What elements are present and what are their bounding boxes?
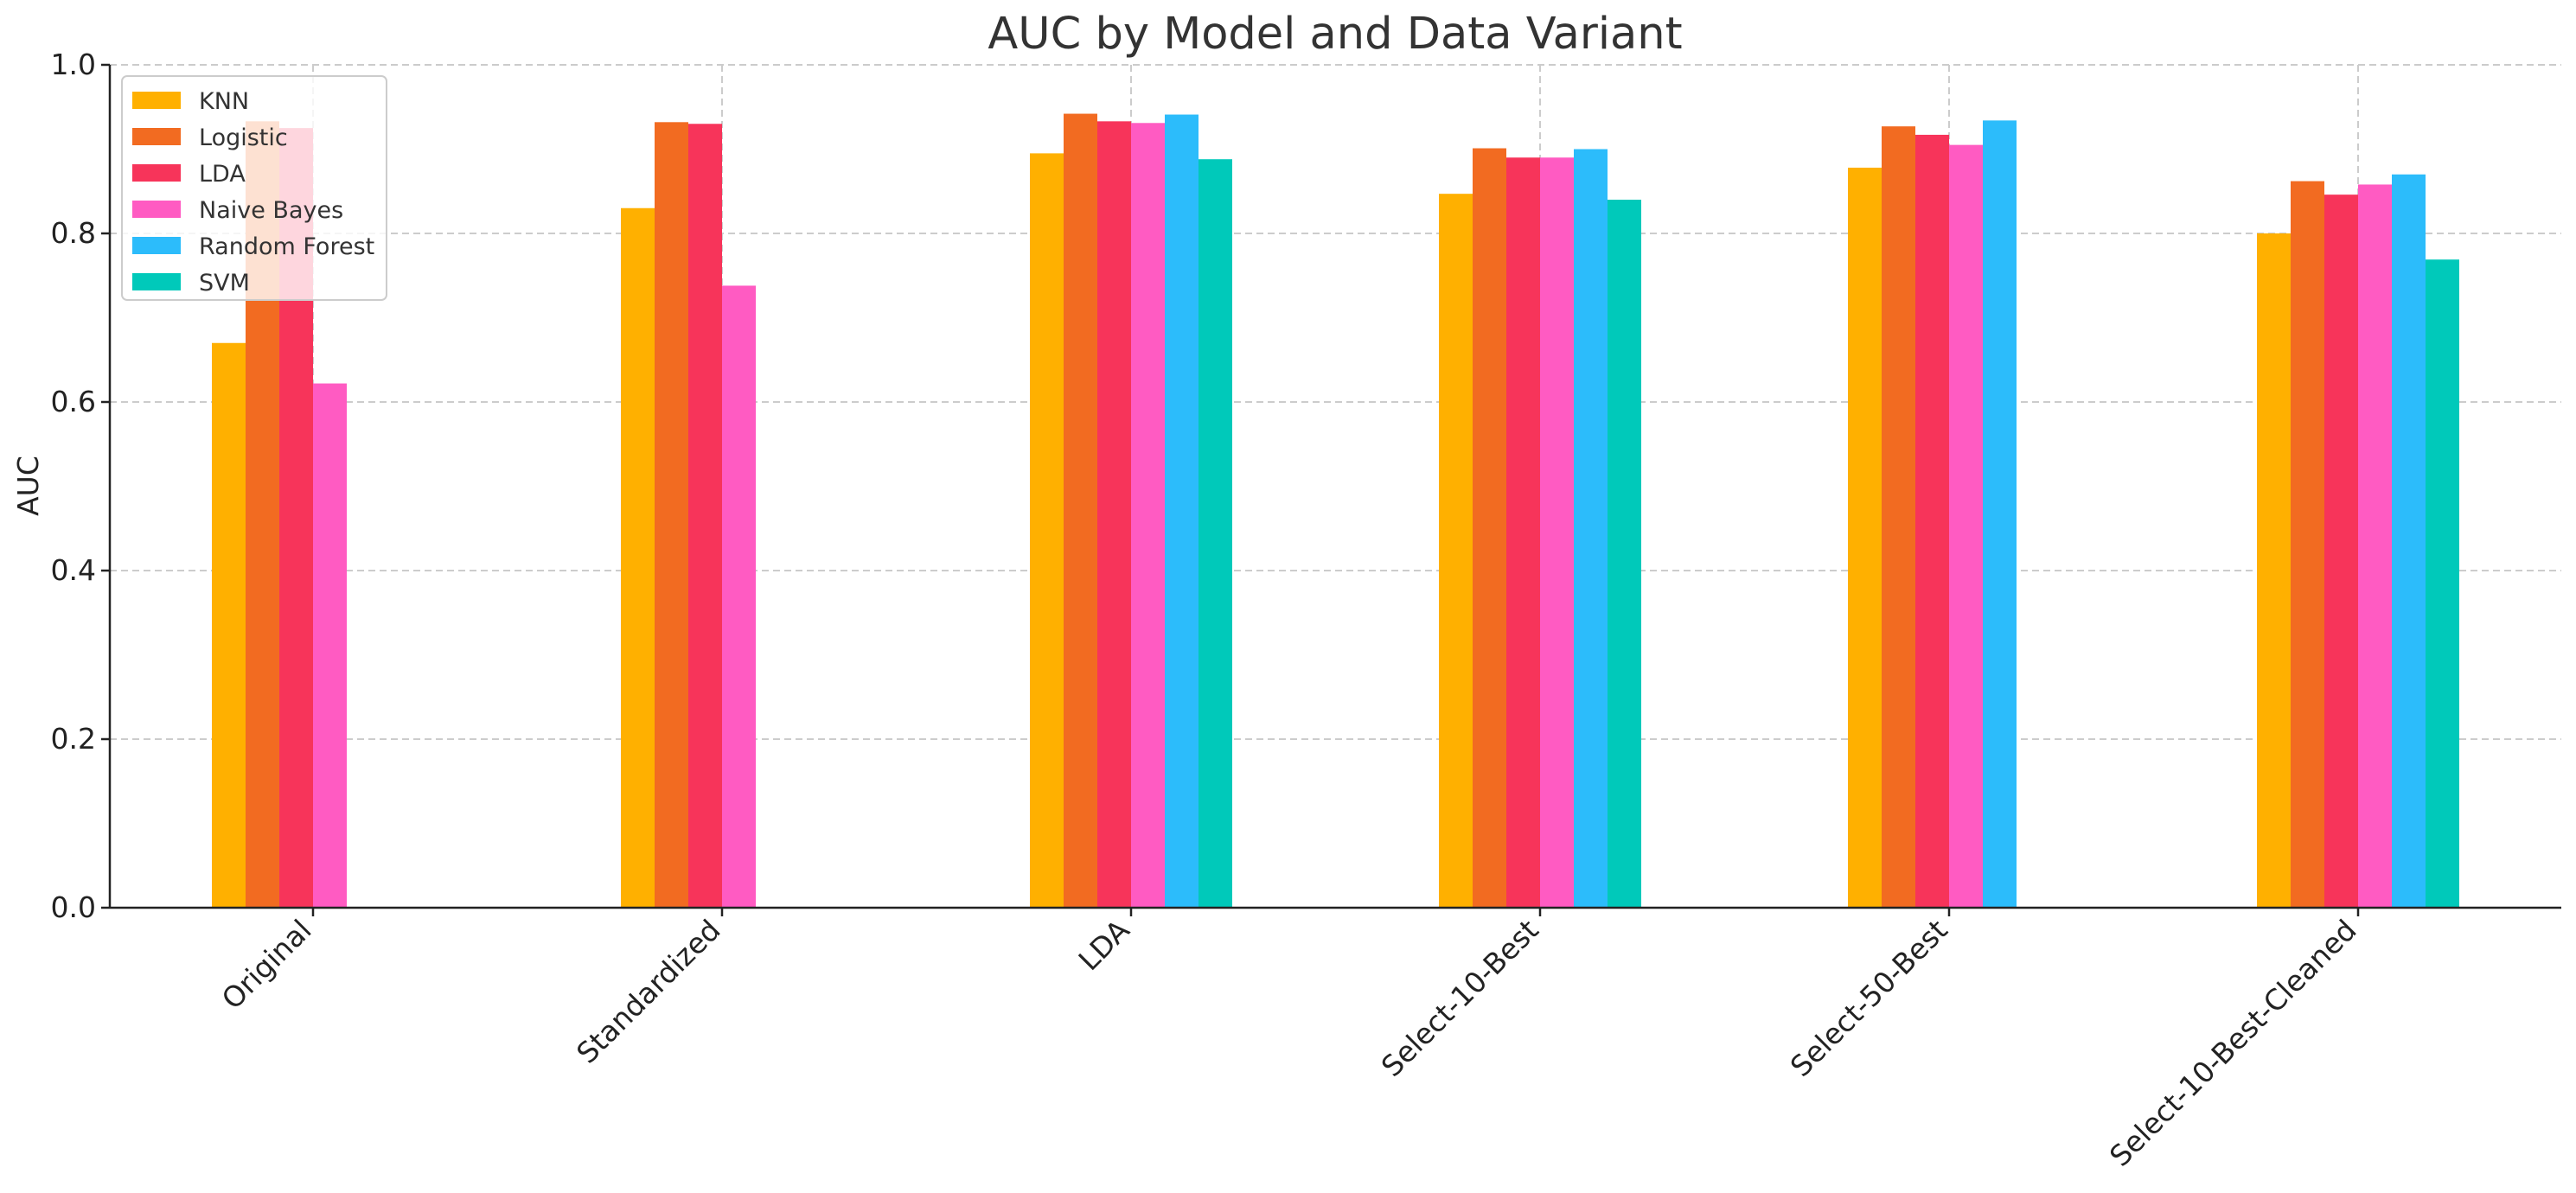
axes-layer — [108, 65, 2561, 909]
bar-lda — [688, 124, 722, 908]
bar-knn — [1030, 153, 1064, 908]
bar-svm — [2426, 259, 2459, 909]
bar-random-forest — [1983, 120, 2017, 909]
bar-random-forest — [2392, 174, 2426, 908]
x-tick-label: Select-10-Best — [1375, 913, 1545, 1083]
bar-svm — [1608, 200, 1641, 908]
legend-swatch — [132, 273, 181, 290]
x-tick-label: Select-50-Best — [1784, 913, 1954, 1083]
bar-naive-bayes — [1540, 157, 1574, 908]
bar-logistic — [1882, 126, 1915, 909]
bar-naive-bayes — [313, 383, 347, 908]
bar-logistic — [655, 122, 688, 909]
legend-box — [121, 75, 387, 301]
legend-label: Naive Bayes — [199, 197, 343, 224]
bar-logistic — [2291, 181, 2324, 909]
bar-lda — [1097, 121, 1131, 908]
legend-swatch — [132, 201, 181, 218]
legend-label: Logistic — [199, 124, 288, 151]
legend-swatch — [132, 92, 181, 109]
y-tick-label: 0.6 — [51, 385, 96, 418]
bar-lda — [2324, 195, 2358, 908]
bar-naive-bayes — [722, 285, 756, 908]
bar-random-forest — [1574, 149, 1608, 908]
y-tick-label: 0.4 — [51, 553, 96, 587]
bar-svm — [1199, 159, 1232, 908]
x-tick-label: Original — [215, 913, 318, 1016]
bar-knn — [212, 342, 246, 908]
y-axis-label: AUC — [11, 456, 45, 516]
grid-layer — [110, 64, 2561, 909]
legend-swatch — [132, 164, 181, 182]
bar-naive-bayes — [1949, 144, 1983, 908]
bar-random-forest — [1165, 114, 1199, 908]
legend-label: LDA — [199, 161, 246, 188]
bar-lda — [1506, 157, 1540, 908]
bar-lda — [1915, 134, 1949, 909]
legend-swatch — [132, 128, 181, 145]
x-tick-label: Standardized — [570, 913, 727, 1070]
y-tick-label: 0.8 — [51, 216, 96, 250]
y-tick-label: 1.0 — [51, 48, 96, 81]
y-tick-label: 0.2 — [51, 722, 96, 756]
legend-label: SVM — [199, 270, 250, 297]
legend-swatch — [132, 237, 181, 254]
bars-layer — [212, 113, 2459, 909]
y-tick-label: 0.0 — [51, 890, 96, 924]
bar-naive-bayes — [1131, 123, 1165, 908]
bar-knn — [2257, 233, 2291, 908]
chart-title: AUC by Model and Data Variant — [988, 9, 1682, 60]
bar-knn — [1439, 194, 1473, 909]
bar-naive-bayes — [2358, 184, 2392, 908]
legend-label: KNN — [199, 88, 249, 115]
legend-label: Random Forest — [199, 233, 374, 260]
bar-knn — [1848, 167, 1882, 908]
bar-logistic — [1473, 148, 1506, 908]
x-tick-label: LDA — [1072, 913, 1136, 977]
bar-logistic — [1064, 113, 1097, 909]
bar-knn — [621, 207, 655, 908]
x-tick-label: Select-10-Best-Cleaned — [2103, 913, 2363, 1173]
legend: KNN Logistic LDA Naive Bayes Random Forest SV… — [121, 75, 387, 301]
